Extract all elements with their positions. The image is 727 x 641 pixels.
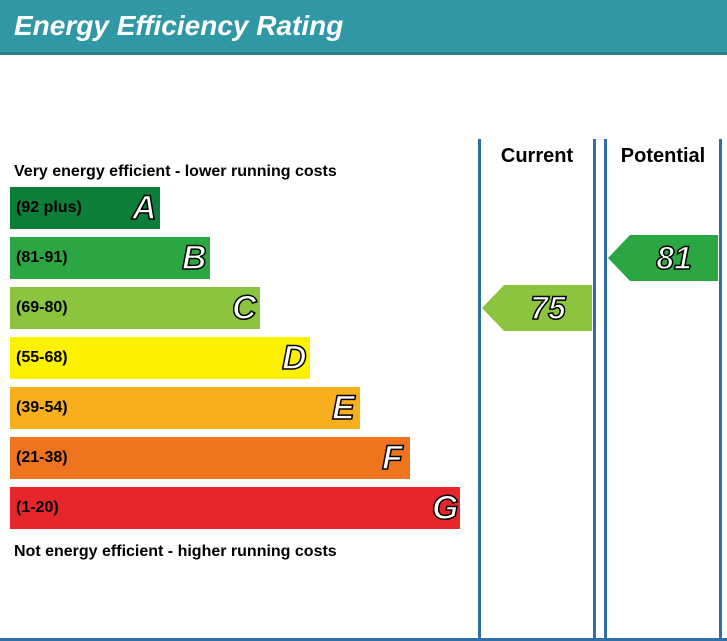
band-letter: D bbox=[282, 339, 307, 378]
title-text: Energy Efficiency Rating bbox=[14, 10, 343, 41]
band-letter: F bbox=[382, 439, 403, 478]
band-letter: C bbox=[232, 289, 257, 328]
band-range: (21-38) bbox=[10, 449, 68, 467]
band-letter: A bbox=[132, 189, 157, 228]
column-potential-label: Potential bbox=[607, 139, 719, 174]
band-f: (21-38) F bbox=[10, 437, 410, 479]
band-d: (55-68) D bbox=[10, 337, 310, 379]
band-range: (69-80) bbox=[10, 299, 68, 317]
arrow-body: 81 bbox=[630, 235, 718, 281]
band-range: (39-54) bbox=[10, 399, 68, 417]
band-range: (92 plus) bbox=[10, 199, 82, 217]
caption-efficient: Very energy efficient - lower running co… bbox=[14, 163, 337, 181]
current-rating-value: 75 bbox=[524, 290, 572, 327]
band-range: (81-91) bbox=[10, 249, 68, 267]
band-e: (39-54) E bbox=[10, 387, 360, 429]
column-current: Current bbox=[478, 139, 596, 641]
potential-rating-value: 81 bbox=[650, 240, 698, 277]
caption-inefficient: Not energy efficient - higher running co… bbox=[14, 543, 337, 561]
arrow-head-icon bbox=[482, 285, 504, 331]
rating-bands: (92 plus) A (81-91) B (69-80) C (55-68) D (39-54… bbox=[10, 187, 460, 537]
band-range: (55-68) bbox=[10, 349, 68, 367]
column-current-label: Current bbox=[481, 139, 593, 174]
arrow-head-icon bbox=[608, 235, 630, 281]
arrow-body: 75 bbox=[504, 285, 592, 331]
band-range: (1-20) bbox=[10, 499, 59, 517]
band-c: (69-80) C bbox=[10, 287, 260, 329]
band-letter: E bbox=[332, 389, 355, 428]
current-rating-arrow: 75 bbox=[482, 285, 592, 331]
band-g: (1-20) G bbox=[10, 487, 460, 529]
column-potential: Potential bbox=[604, 139, 722, 641]
title-bar: Energy Efficiency Rating bbox=[0, 0, 727, 55]
band-letter: B bbox=[182, 239, 207, 278]
potential-rating-arrow: 81 bbox=[608, 235, 718, 281]
band-b: (81-91) B bbox=[10, 237, 210, 279]
band-a: (92 plus) A bbox=[10, 187, 160, 229]
band-letter: G bbox=[432, 489, 458, 528]
